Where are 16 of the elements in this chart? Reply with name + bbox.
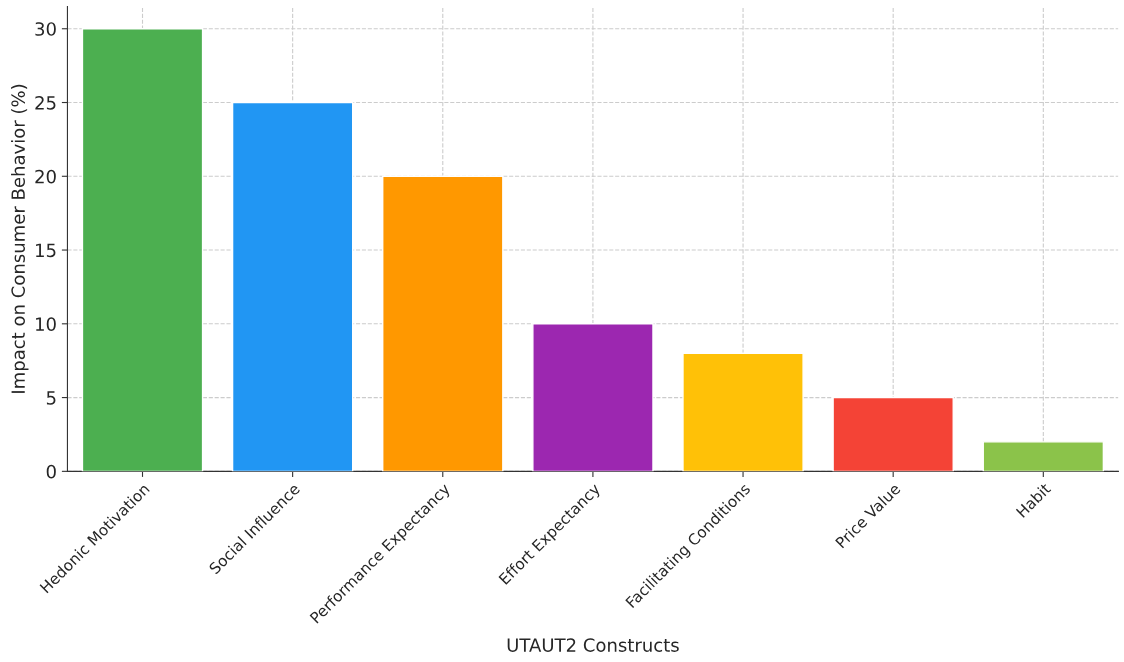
y-axis-title: Impact on Consumer Behavior (%)	[11, 84, 29, 393]
bar	[532, 323, 654, 472]
y-tick-label: 30	[35, 22, 56, 36]
bar	[982, 441, 1105, 472]
bar	[382, 175, 504, 472]
x-axis-title: UTAUT2 Constructs	[507, 638, 679, 652]
y-tick-label: 10	[36, 317, 56, 331]
bar	[81, 28, 204, 472]
y-tick-label: 20	[35, 169, 56, 184]
bar	[832, 396, 954, 472]
y-tick-label: 25	[35, 95, 56, 110]
bar	[682, 352, 804, 472]
y-tick-label: 5	[46, 391, 56, 405]
y-tick-label: 15	[36, 243, 56, 258]
bar	[231, 101, 354, 472]
y-tick-label: 0	[46, 464, 56, 479]
